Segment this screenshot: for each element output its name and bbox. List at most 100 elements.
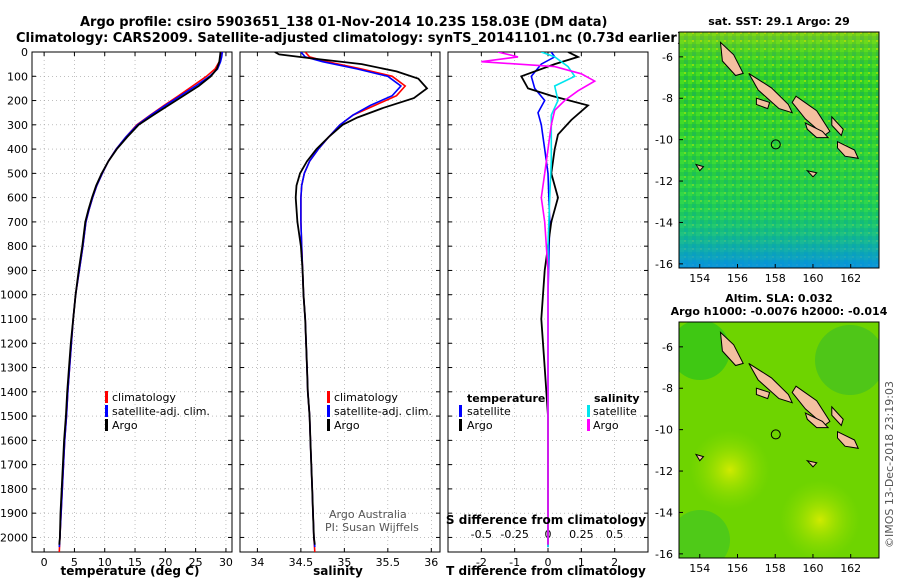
map-y-tick-label: -12 [655,465,673,478]
salinity-panel: 34 34.5 35 35.5 36 [239,51,441,569]
x-tick-label: 35.5 [376,556,401,569]
y-tick-label: 1000 [0,289,28,302]
y-tick-label: 900 [7,264,28,277]
series-group [58,52,224,552]
credit-line1: Argo Australia [329,508,407,521]
map-y-tick-label: -16 [655,548,673,561]
panel-frame [239,51,441,553]
sla-map: 154 156 158 160 162 -6 -8 -10 -12 -14 -16 [655,321,880,575]
series-line-climatology [300,52,407,552]
footer-credit: ©IMOS 13-Dec-2018 23:19:03 [883,381,896,548]
x-tick-label: 25 [189,556,203,569]
series-line-s-argo [481,52,597,545]
y-tick-label: 500 [7,167,28,180]
series-line-satellite-adj-clim- [300,52,403,548]
map-frame [678,321,880,559]
sla-low-blob [815,325,879,395]
legend-label-s-argo: Argo [593,419,619,432]
temperature-panel: 0100200300400500600700800900100011001200… [0,46,233,569]
y-tick-label: 1800 [0,483,28,496]
x-tick-label: 5 [71,556,78,569]
map-y-tick-label: -10 [655,424,673,437]
legend-swatch-t-satellite [459,405,462,417]
x-tick-label: 20 [158,556,172,569]
y-tick-label: 0 [21,46,28,59]
map-y-tick-label: -8 [662,92,673,105]
series-line-argo [58,52,222,545]
difference-xlabel-top: S difference from climatology [446,513,646,527]
map-y-tick-label: -6 [662,341,673,354]
map-x-tick-label: 154 [689,562,710,575]
x-tick-label: 34.5 [289,556,314,569]
legend-swatch-satellite [105,405,108,417]
figure-title-line1: Argo profile: csiro 5903651_138 01-Nov-2… [80,15,607,30]
legend-swatch-argo [327,419,330,431]
y-tick-label: 2000 [0,531,28,544]
islands [694,41,860,178]
legend-swatch-t-argo [459,419,462,431]
map-x-tick-label: 158 [765,272,786,285]
legend-swatch-satellite [327,405,330,417]
x-tick-label-salinity: 0.25 [569,528,594,541]
x-tick-label-salinity: 0.5 [606,528,624,541]
y-tick-label: 400 [7,143,28,156]
x-tick-label: -2 [476,556,487,569]
x-tick-label: 36 [424,556,438,569]
legend-label-t-argo: Argo [467,419,493,432]
island [804,122,830,139]
island [748,362,794,404]
y-tick-label: 800 [7,240,28,253]
x-tick-label: 10 [98,556,112,569]
y-tick-label: 200 [7,95,28,108]
y-tick-label: 1300 [0,362,28,375]
figure-title-line2: Climatology: CARS2009. Satellite-adjuste… [16,31,683,46]
legend-label-satellite: satellite-adj. clim. [334,405,432,418]
legend-title-temperature: temperature [467,392,545,405]
sla-low-blob [679,510,730,558]
island [805,459,818,468]
series-group [274,52,429,552]
series-line-satellite-adj-clim- [58,52,224,548]
x-tick-label-salinity: -0.5 [471,528,492,541]
y-tick-label: 300 [7,119,28,132]
temperature-xlabel: temperature (deg C) [61,564,200,578]
island [748,72,794,114]
map-y-tick-label: -6 [662,51,673,64]
legend-label-t-satellite: satellite [467,405,511,418]
island [837,430,860,449]
map-y-tick-label: -14 [655,506,673,519]
series-line-climatology [58,52,222,552]
map-x-tick-label: 154 [689,272,710,285]
y-tick-label: 600 [7,192,28,205]
legend-swatch-s-argo [587,419,590,431]
profile-location-marker [770,429,781,440]
legend-swatch-climatology [327,391,330,403]
series-line-argo [274,52,429,545]
legend-label-argo: Argo [112,419,138,432]
y-tick-label: 1700 [0,459,28,472]
map-y-tick-label: -16 [655,258,673,271]
y-tick-label: 1900 [0,507,28,520]
profile-location-marker [770,139,781,150]
credit-line2: PI: Susan Wijffels [325,521,419,534]
x-tick-label: 15 [128,556,142,569]
sla-low-blob [679,322,730,380]
legend-label-climatology: climatology [334,391,398,404]
y-tick-label: 1500 [0,410,28,423]
map-x-tick-label: 156 [727,272,748,285]
map-y-tick-label: -14 [655,216,673,229]
sla-high-blob [690,430,770,510]
map-x-tick-label: 156 [727,562,748,575]
map-x-tick-label: 162 [840,272,861,285]
map-x-tick-label: 162 [840,562,861,575]
map-x-tick-label: 158 [765,562,786,575]
islands [694,331,860,468]
y-tick-label: 1100 [0,313,28,326]
series-line-t-argo [520,52,590,545]
sst-map-title: sat. SST: 29.1 Argo: 29 [708,15,850,28]
x-tick-label-salinity: -0.25 [500,528,528,541]
map-x-tick-label: 160 [802,562,823,575]
legend-label-satellite: satellite-adj. clim. [112,405,210,418]
x-tick-label: 1 [578,556,585,569]
